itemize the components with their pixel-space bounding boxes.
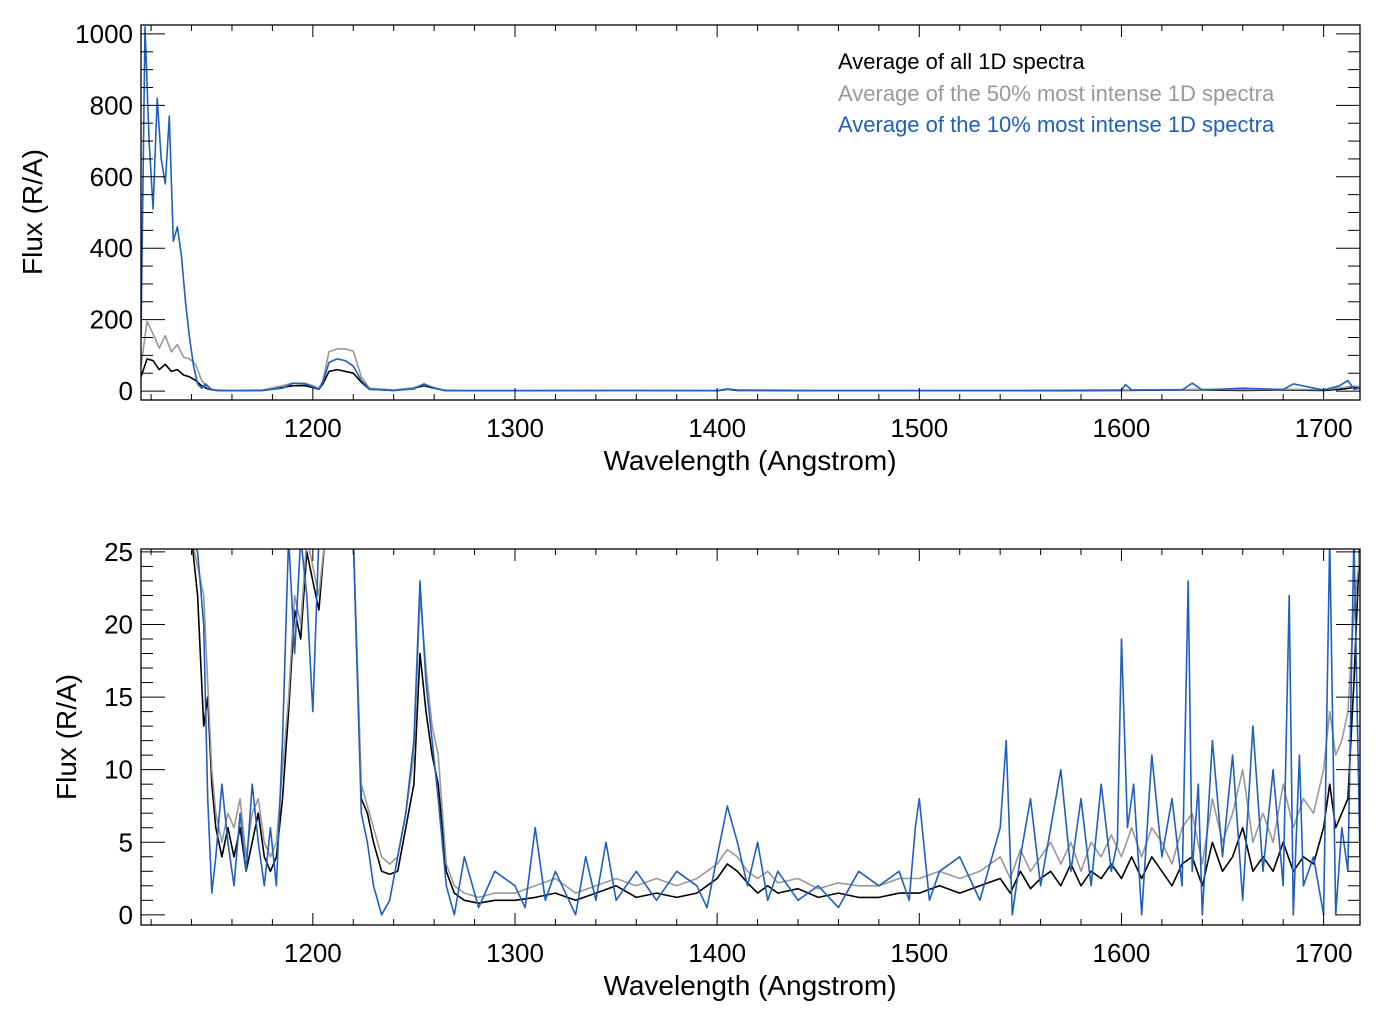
bottom-x-tick-label: 1400: [688, 938, 746, 968]
top-y-tick-label: 800: [90, 90, 133, 120]
top-ticks-group: 1200 1300 1400 1500 1600 1700 0 200 400 600 800 100…: [75, 19, 1360, 443]
bottom-panel: 1200 1300 1400 1500 1600 1700 0 5 10 15 20 25 Wavel…: [51, 537, 1361, 1001]
top-y-tick-label: 1000: [75, 19, 133, 49]
bottom-series-group: [191, 549, 1360, 916]
top-y-tick-label: 400: [90, 233, 133, 263]
bottom-x-tick-label: 1600: [1093, 938, 1151, 968]
bottom-plot-frame: [140, 548, 1361, 926]
bottom-y-tick-label: 20: [104, 609, 133, 639]
bottom-x-axis-label: Wavelength (Angstrom): [603, 970, 896, 1001]
bottom-x-tick-label: 1700: [1295, 938, 1353, 968]
bottom-ticks-group: 1200 1300 1400 1500 1600 1700 0 5 10 15 20 25: [104, 537, 1360, 968]
top-x-tick-label: 1500: [890, 413, 948, 443]
top-x-tick-label: 1300: [486, 413, 544, 443]
top-y-axis-label: Flux (R/A): [17, 149, 48, 275]
top-series-line-2: [141, 25, 1360, 392]
top-y-tick-label: 200: [90, 305, 133, 335]
top-y-tick-label: 0: [119, 376, 133, 406]
bottom-y-tick-label: 5: [119, 827, 133, 857]
legend-entry-10pct: Average of the 10% most intense 1D spect…: [838, 112, 1275, 137]
bottom-x-tick-label: 1500: [890, 938, 948, 968]
top-x-tick-label: 1200: [284, 413, 342, 443]
bottom-y-tick-label: 25: [104, 537, 133, 567]
top-x-axis-label: Wavelength (Angstrom): [603, 445, 896, 476]
bottom-y-axis-label: Flux (R/A): [51, 674, 82, 800]
bottom-x-tick-label: 1200: [284, 938, 342, 968]
bottom-series-line-2: [195, 549, 1360, 916]
top-series-group: [141, 25, 1360, 392]
bottom-y-tick-label: 15: [104, 682, 133, 712]
bottom-y-tick-label: 0: [119, 900, 133, 930]
legend-entry-50pct: Average of the 50% most intense 1D spect…: [838, 81, 1275, 106]
top-y-tick-label: 600: [90, 162, 133, 192]
bottom-y-tick-label: 10: [104, 755, 133, 785]
bottom-x-tick-label: 1300: [486, 938, 544, 968]
top-x-tick-label: 1600: [1093, 413, 1151, 443]
top-x-tick-label: 1700: [1295, 413, 1353, 443]
top-x-tick-label: 1400: [688, 413, 746, 443]
legend-entry-all: Average of all 1D spectra: [838, 49, 1085, 74]
top-panel: 1200 1300 1400 1500 1600 1700 0 200 400 600 800 100…: [17, 19, 1361, 476]
legend: Average of all 1D spectra Average of the…: [838, 49, 1275, 137]
